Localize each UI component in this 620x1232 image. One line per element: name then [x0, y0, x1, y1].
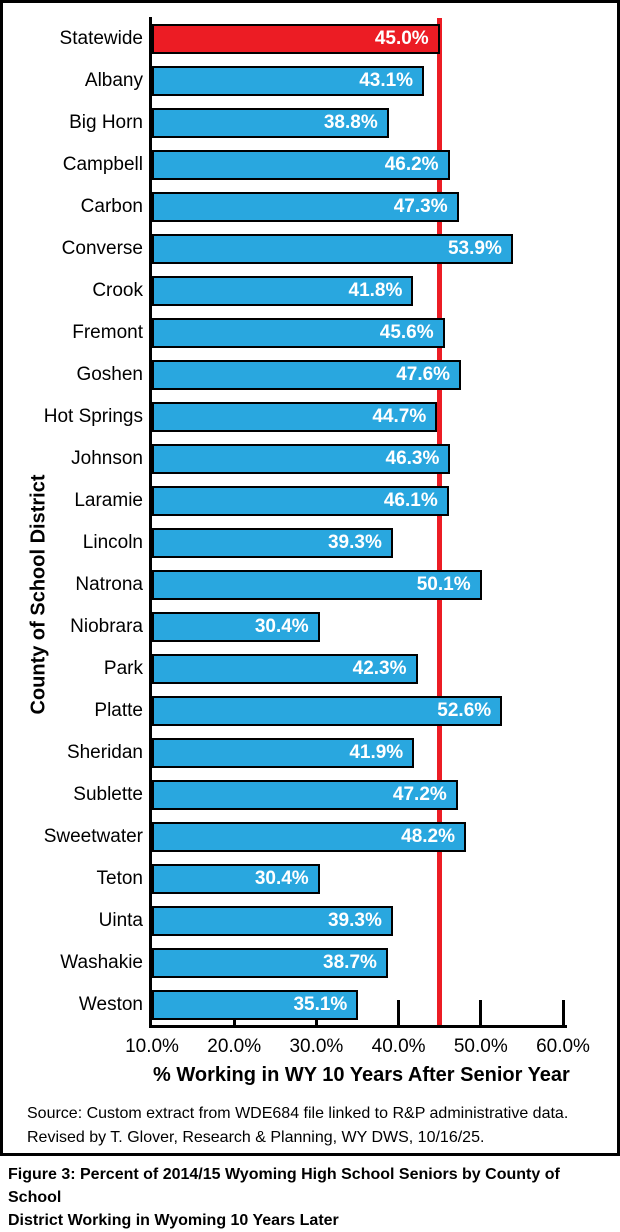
x-tick-label: 50.0% [453, 1036, 508, 1057]
bar: 42.3% [152, 654, 418, 684]
category-label: Teton [96, 868, 143, 889]
value-label: 53.9% [447, 238, 502, 259]
bar: 46.1% [152, 486, 449, 516]
value-label: 41.8% [348, 280, 403, 301]
category-label: Laramie [74, 490, 143, 511]
value-label: 30.4% [254, 616, 309, 637]
category-label: Sweetwater [43, 826, 143, 847]
x-tick-label: 60.0% [536, 1036, 590, 1057]
x-axis-title: % Working in WY 10 Years After Senior Ye… [153, 1064, 570, 1086]
value-label: 46.3% [385, 448, 440, 469]
bar: 45.0% [152, 24, 440, 54]
source-note-line-1: Source: Custom extract from WDE684 file … [27, 1105, 569, 1122]
category-label: Fremont [72, 322, 143, 343]
value-label: 39.3% [327, 532, 382, 553]
bar: 41.9% [152, 738, 415, 768]
x-axis-tick-mark [479, 1000, 483, 1025]
category-label: Campbell [62, 154, 143, 175]
category-label: Converse [61, 238, 143, 259]
value-label: 52.6% [437, 700, 492, 721]
category-label: Natrona [75, 574, 143, 595]
bar: 53.9% [152, 234, 513, 264]
category-label: Carbon [80, 196, 143, 217]
value-label: 35.1% [293, 994, 348, 1015]
category-label: Crook [92, 280, 143, 301]
value-label: 38.7% [323, 952, 377, 973]
bar: 39.3% [152, 528, 393, 558]
bar: 52.6% [152, 696, 503, 726]
bar: 30.4% [152, 864, 320, 894]
value-label: 50.1% [416, 574, 471, 595]
value-label: 47.3% [393, 196, 448, 217]
category-label: Big Horn [69, 112, 143, 133]
category-label: Hot Springs [43, 406, 143, 427]
bar: 39.3% [152, 906, 393, 936]
x-tick-label: 10.0% [125, 1036, 179, 1057]
bar: 30.4% [152, 612, 320, 642]
category-label: Platte [94, 700, 143, 721]
bar: 41.8% [152, 276, 414, 306]
bar: 43.1% [152, 66, 425, 96]
category-label: Park [103, 658, 143, 679]
category-label: Washakie [60, 952, 143, 973]
figure-caption: Figure 3: Percent of 2014/15 Wyoming Hig… [8, 1163, 614, 1232]
value-label: 47.6% [396, 364, 451, 385]
bar: 45.6% [152, 318, 445, 348]
y-axis-line [149, 17, 152, 1028]
plot-area: Statewide 45.0% Albany 43.1% Big Horn 38.8% Ca… [43, 17, 590, 1057]
bar: 48.2% [152, 822, 466, 852]
bar: 38.8% [152, 108, 389, 138]
figure-caption-line-1: Figure 3: Percent of 2014/15 Wyoming Hig… [8, 1166, 560, 1206]
value-label: 45.0% [374, 28, 429, 49]
x-axis-line [149, 1025, 567, 1028]
value-label: 43.1% [359, 70, 414, 91]
bar: 47.3% [152, 192, 459, 222]
x-tick-label: 20.0% [207, 1036, 262, 1057]
category-label: Uinta [98, 910, 143, 931]
value-label: 38.8% [323, 112, 378, 133]
value-label: 44.7% [372, 406, 427, 427]
x-tick-label: 30.0% [289, 1036, 344, 1057]
category-label: Albany [84, 70, 143, 91]
value-label: 47.2% [392, 784, 447, 805]
category-label: Johnson [71, 448, 143, 469]
x-axis-tick-mark [397, 1000, 401, 1025]
value-label: 42.3% [352, 658, 407, 679]
category-label: Goshen [76, 364, 143, 385]
bar: 38.7% [152, 948, 388, 978]
value-label: 45.6% [379, 322, 434, 343]
category-label: Niobrara [70, 616, 143, 637]
bar: 50.1% [152, 570, 482, 600]
category-label: Statewide [59, 28, 143, 49]
source-note: Source: Custom extract from WDE684 file … [27, 1102, 607, 1150]
value-label: 48.2% [401, 826, 455, 847]
category-label: Lincoln [82, 532, 143, 553]
bar: 47.6% [152, 360, 462, 390]
bar: 47.2% [152, 780, 458, 810]
x-tick-label: 40.0% [371, 1036, 426, 1057]
figure-caption-line-2: District Working in Wyoming 10 Years Lat… [8, 1212, 339, 1229]
value-label: 39.3% [327, 910, 382, 931]
source-note-line-2: Revised by T. Glover, Research & Plannin… [27, 1129, 485, 1146]
reference-line [437, 18, 443, 1025]
x-axis-tick-mark [561, 1000, 565, 1025]
bar: 44.7% [152, 402, 438, 432]
value-label: 46.1% [383, 490, 438, 511]
category-label: Sheridan [66, 742, 143, 763]
value-label: 30.4% [254, 868, 309, 889]
value-label: 41.9% [349, 742, 404, 763]
category-label: Sublette [73, 784, 143, 805]
category-label: Weston [78, 994, 143, 1015]
bar: 46.3% [152, 444, 451, 474]
bar: 46.2% [152, 150, 450, 180]
value-label: 46.2% [384, 154, 439, 175]
bar: 35.1% [152, 990, 359, 1020]
